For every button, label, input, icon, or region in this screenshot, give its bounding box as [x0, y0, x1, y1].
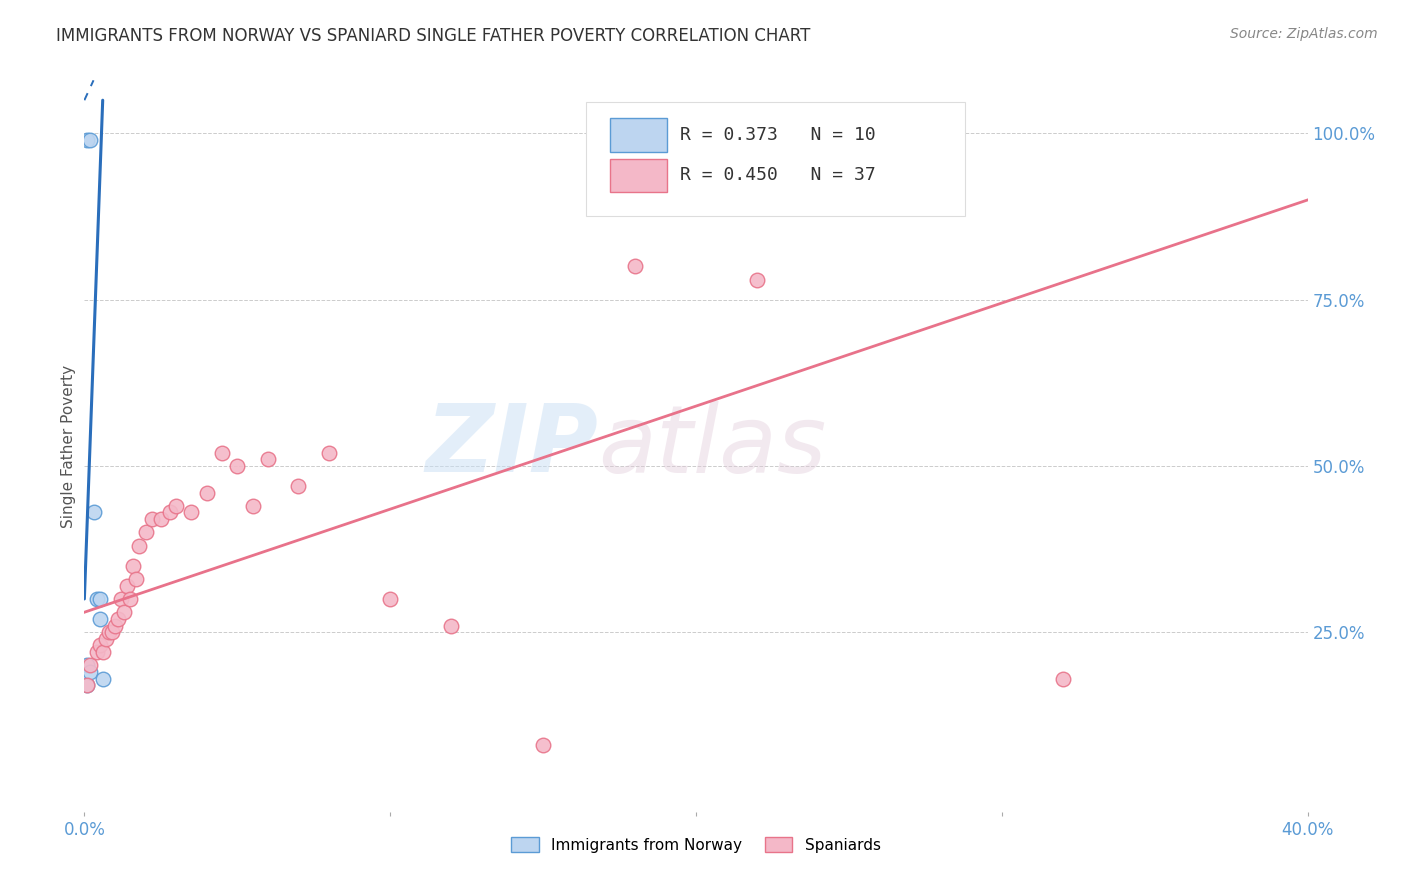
Point	[76, 133, 98, 147]
Point	[91, 645, 114, 659]
Point	[86, 645, 108, 659]
FancyBboxPatch shape	[610, 119, 666, 152]
Point	[380, 591, 402, 606]
Point	[122, 558, 145, 573]
Point	[83, 506, 105, 520]
Point	[79, 133, 101, 147]
Point	[440, 618, 463, 632]
Text: atlas: atlas	[598, 401, 827, 491]
Point	[898, 133, 921, 147]
Point	[120, 591, 142, 606]
Point	[91, 672, 114, 686]
Point	[79, 658, 101, 673]
Point	[1052, 672, 1074, 686]
Point	[89, 639, 111, 653]
Point	[110, 591, 132, 606]
Point	[159, 506, 181, 520]
Point	[79, 665, 101, 679]
Point	[125, 572, 148, 586]
Point	[86, 591, 108, 606]
Point	[97, 625, 120, 640]
Point	[747, 273, 769, 287]
Point	[89, 591, 111, 606]
Text: R = 0.373   N = 10: R = 0.373 N = 10	[681, 126, 876, 145]
Point	[149, 512, 172, 526]
Point	[101, 625, 124, 640]
Point	[287, 479, 309, 493]
FancyBboxPatch shape	[610, 159, 666, 192]
Point	[112, 605, 135, 619]
Y-axis label: Single Father Poverty: Single Father Poverty	[60, 365, 76, 527]
Point	[318, 445, 340, 459]
Point	[76, 658, 98, 673]
FancyBboxPatch shape	[586, 103, 965, 216]
Point	[115, 579, 138, 593]
Point	[257, 452, 280, 467]
Text: Source: ZipAtlas.com: Source: ZipAtlas.com	[1230, 27, 1378, 41]
Point	[76, 678, 98, 692]
Point	[242, 499, 264, 513]
Point	[135, 525, 157, 540]
Text: IMMIGRANTS FROM NORWAY VS SPANIARD SINGLE FATHER POVERTY CORRELATION CHART: IMMIGRANTS FROM NORWAY VS SPANIARD SINGL…	[56, 27, 811, 45]
Point	[104, 618, 127, 632]
Point	[226, 458, 249, 473]
Point	[107, 612, 129, 626]
Text: ZIP: ZIP	[425, 400, 598, 492]
Point	[180, 506, 202, 520]
Point	[211, 445, 233, 459]
Point	[128, 539, 150, 553]
Point	[89, 612, 111, 626]
Legend: Immigrants from Norway, Spaniards: Immigrants from Norway, Spaniards	[505, 831, 887, 859]
Point	[624, 260, 647, 274]
Point	[76, 678, 98, 692]
Point	[94, 632, 117, 646]
Point	[531, 738, 554, 752]
Point	[141, 512, 163, 526]
Point	[195, 485, 218, 500]
Point	[165, 499, 187, 513]
Text: R = 0.450   N = 37: R = 0.450 N = 37	[681, 167, 876, 185]
